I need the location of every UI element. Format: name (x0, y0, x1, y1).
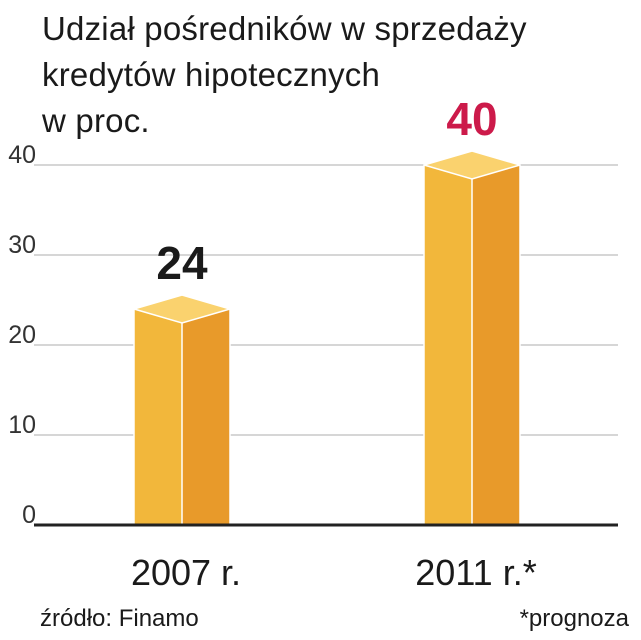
bar-0-outline (133, 294, 231, 525)
y-tick-label-0: 0 (22, 501, 36, 529)
x-axis-tick-labels: 2007 r. 2011 r.* (131, 552, 537, 593)
source-note: źródło: Finamo (40, 605, 199, 632)
bar-1-cap-edge (423, 164, 521, 180)
bar-chart: 0 10 20 30 40 24 40 2007 r. 2011 r.* (8, 93, 618, 593)
value-label-1: 40 (446, 93, 497, 145)
bar-1 (423, 150, 521, 525)
bar-0 (133, 294, 231, 525)
chart-title: Udział pośredników w sprzedaży kredytów … (42, 6, 632, 144)
bar-0-front-face (134, 309, 182, 525)
x-tick-label-0: 2007 r. (131, 552, 241, 593)
bar-1-front-face (424, 165, 472, 525)
chart-title-line-3: w proc. (42, 102, 150, 139)
y-tick-label-10: 10 (8, 411, 36, 439)
x-tick-label-1: 2011 r.* (415, 552, 536, 593)
y-tick-label-40: 40 (8, 141, 36, 169)
forecast-note: *prognoza (519, 605, 629, 632)
grid-lines (34, 164, 618, 436)
bar-1-outline (423, 150, 521, 525)
bars (133, 150, 521, 525)
bar-1-side-face (472, 165, 520, 525)
y-tick-label-30: 30 (8, 231, 36, 259)
value-labels: 24 40 (156, 93, 497, 289)
y-tick-label-20: 20 (8, 321, 36, 349)
chart-title-line-2: kredytów hipotecznych (42, 56, 381, 93)
chart-title-line-1: Udział pośredników w sprzedaży (42, 10, 527, 47)
y-axis-tick-labels: 0 10 20 30 40 (8, 141, 36, 529)
bar-0-cap-edge (133, 308, 231, 324)
value-label-0: 24 (156, 237, 208, 289)
bar-0-side-face (182, 309, 230, 525)
